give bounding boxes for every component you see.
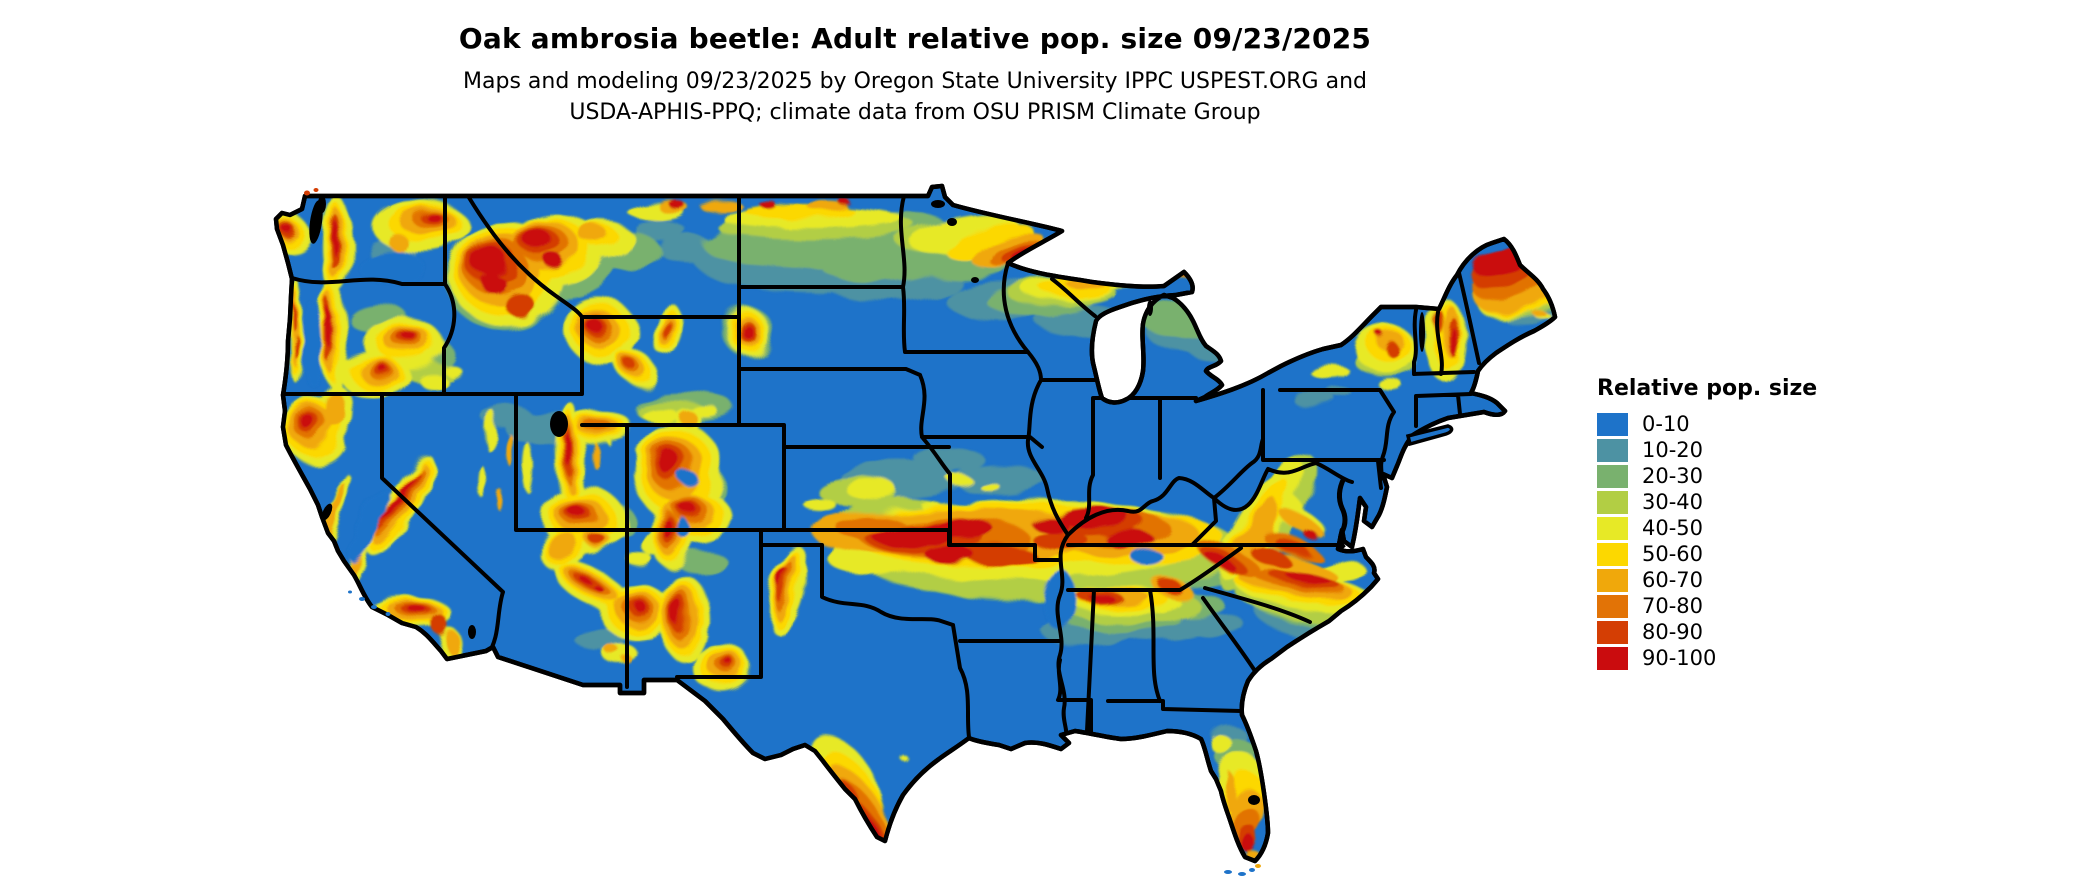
legend-label: 60-70 <box>1642 568 1704 592</box>
legend-item: 50-60 <box>1597 541 1897 567</box>
page-subtitle: Maps and modeling 09/23/2025 by Oregon S… <box>0 66 1830 128</box>
legend-item: 0-10 <box>1597 411 1897 437</box>
page-title: Oak ambrosia beetle: Adult relative pop.… <box>458 22 1372 55</box>
subtitle-line-2: USDA-APHIS-PPQ; climate data from OSU PR… <box>569 100 1261 125</box>
lake-okeechobee <box>1248 795 1260 805</box>
legend-label: 50-60 <box>1642 542 1704 566</box>
legend-swatch <box>1597 594 1628 618</box>
offshore-islands <box>304 188 1454 876</box>
lake-champlain <box>1419 312 1425 352</box>
legend-item: 60-70 <box>1597 567 1897 593</box>
chesapeake-bay <box>1336 476 1348 550</box>
legend-swatch <box>1597 490 1628 514</box>
legend-label: 40-50 <box>1642 516 1704 540</box>
legend-item: 90-100 <box>1597 645 1897 671</box>
san-francisco-bay <box>321 503 333 521</box>
legend-label: 80-90 <box>1642 620 1704 644</box>
legend-label: 0-10 <box>1642 412 1690 436</box>
legend-swatch <box>1597 646 1628 670</box>
salton-sea <box>468 625 476 639</box>
great-salt-lake <box>550 411 568 437</box>
legend-swatch <box>1597 542 1628 566</box>
legend-label: 30-40 <box>1642 490 1704 514</box>
legend-label: 20-30 <box>1642 464 1704 488</box>
legend-item: 30-40 <box>1597 489 1897 515</box>
legend-swatch <box>1597 568 1628 592</box>
legend-label: 10-20 <box>1642 438 1704 462</box>
long-island <box>1405 424 1454 447</box>
legend-item: 20-30 <box>1597 463 1897 489</box>
legend-swatch <box>1597 438 1628 462</box>
legend-label: 90-100 <box>1642 646 1717 670</box>
legend-item: 70-80 <box>1597 593 1897 619</box>
state-borders <box>281 194 1481 740</box>
legend-label: 70-80 <box>1642 594 1704 618</box>
water-features <box>309 195 1425 805</box>
subtitle-line-1: Maps and modeling 09/23/2025 by Oregon S… <box>463 69 1367 94</box>
legend-swatch <box>1597 464 1628 488</box>
legend-items: 0-10 10-20 20-30 30-40 40-50 50-60 60-70 70-80 8… <box>1597 411 1897 671</box>
puget-sound <box>309 200 323 244</box>
legend-item: 10-20 <box>1597 437 1897 463</box>
legend-swatch <box>1597 412 1628 436</box>
legend-title: Relative pop. size <box>1597 376 1818 401</box>
legend-item: 80-90 <box>1597 619 1897 645</box>
legend-swatch <box>1597 620 1628 644</box>
map-legend: Relative pop. size 0-10 10-20 20-30 30-40 40… <box>1597 376 1897 671</box>
legend-item: 40-50 <box>1597 515 1897 541</box>
legend-swatch <box>1597 516 1628 540</box>
